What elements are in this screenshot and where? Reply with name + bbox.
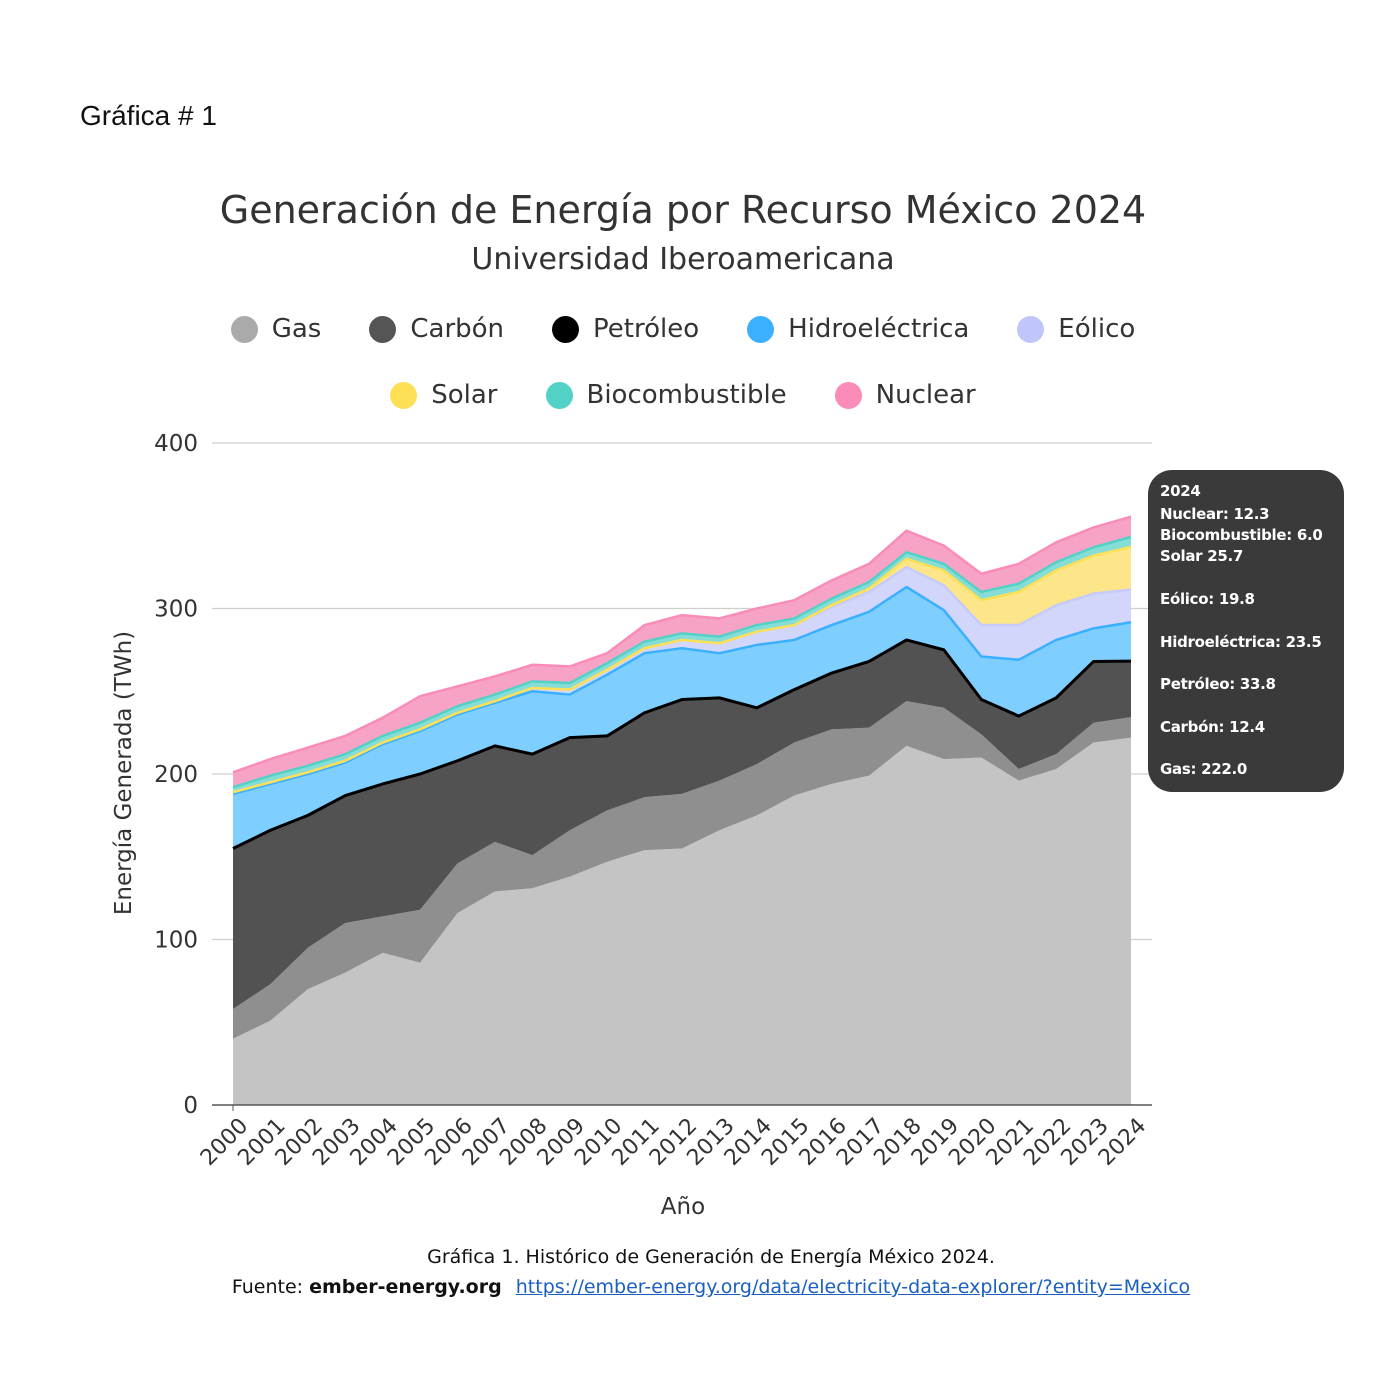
legend-item-petroleo[interactable]: Petróleo	[552, 314, 699, 344]
legend-marker-gas	[230, 315, 258, 343]
tooltip-eolico: Eólico: 19.8	[1160, 590, 1255, 608]
tooltip-petroleo: Petróleo: 33.8	[1160, 675, 1276, 693]
caption-line-1: Gráfica 1. Histórico de Generación de En…	[427, 1246, 995, 1268]
line-petroleo	[232, 638, 1132, 850]
y-tick-label: 400	[154, 431, 198, 457]
legend-item-carbon[interactable]: Carbón	[369, 314, 504, 344]
legend-marker-petroleo	[552, 315, 580, 343]
line-hidroelectrica	[232, 585, 1132, 796]
legend-label-biocombustible: Biocombustible	[586, 380, 787, 410]
legend-label-hidro: Hidroeléctrica	[788, 314, 970, 344]
tooltip-biocombustible: Biocombustible: 6.0	[1160, 526, 1323, 544]
line-biocombustible	[232, 535, 1132, 789]
chart-subtitle: Universidad Iberoamericana	[471, 242, 895, 277]
legend-label-eolico: Eólico	[1058, 314, 1136, 344]
tooltip-year: 2024	[1160, 482, 1201, 500]
area-petroleo[interactable]	[233, 639, 1131, 1010]
x-axis-title: Año	[661, 1194, 705, 1220]
y-tick-label: 100	[154, 928, 198, 954]
hover-tooltip: 2024 Nuclear: 12.3 Biocombustible: 6.0 S…	[1148, 470, 1344, 792]
legend-item-eolico[interactable]: Eólico	[1017, 314, 1135, 344]
y-tick-label: 0	[183, 1093, 198, 1119]
legend-marker-biocombustible	[545, 381, 573, 409]
legend-label-carbon: Carbón	[410, 314, 505, 344]
caption-prefix: Fuente:	[231, 1276, 304, 1298]
line-solar	[232, 545, 1132, 794]
y-tick-label: 200	[154, 762, 198, 788]
legend-marker-carbon	[369, 315, 397, 343]
legend-marker-eolico	[1017, 315, 1045, 343]
legend-marker-nuclear	[834, 381, 862, 409]
y-tick-label: 300	[154, 597, 198, 623]
caption-source: ember-energy.org	[309, 1276, 502, 1298]
chart-title: Generación de Energía por Recurso México…	[219, 188, 1147, 232]
line-nuclear	[232, 515, 1132, 774]
legend-label-nuclear: Nuclear	[875, 380, 976, 410]
legend-label-gas: Gas	[271, 314, 322, 344]
y-axis-title: Energía Generada (TWh)	[111, 631, 137, 915]
legend-row-2: Solar Biocombustible Nuclear	[0, 380, 1366, 410]
legend-row-1: Gas Carbón Petróleo Hidroeléctrica Eólic…	[0, 314, 1366, 344]
tooltip-gas: Gas: 222.0	[1160, 760, 1248, 778]
tooltip-nuclear: Nuclear: 12.3	[1160, 505, 1270, 523]
legend-item-solar[interactable]: Solar	[390, 380, 498, 410]
legend-marker-hidro	[747, 315, 775, 343]
legend-item-biocombustible[interactable]: Biocombustible	[545, 380, 787, 410]
tooltip-carbon: Carbón: 12.4	[1160, 718, 1265, 736]
caption-line-2: Fuente: ember-energy.org https://ember-e…	[0, 1276, 1400, 1298]
legend-item-nuclear[interactable]: Nuclear	[834, 380, 976, 410]
source-link[interactable]: https://ember-energy.org/data/electricit…	[515, 1276, 1191, 1298]
legend-label-petroleo: Petróleo	[593, 314, 700, 344]
legend-label-solar: Solar	[431, 380, 498, 410]
legend-marker-solar	[390, 381, 418, 409]
legend-item-gas[interactable]: Gas	[230, 314, 322, 344]
legend-item-hidro[interactable]: Hidroeléctrica	[747, 314, 969, 344]
tooltip-hidro: Hidroeléctrica: 23.5	[1160, 633, 1322, 651]
figure-label: Gráfica # 1	[80, 100, 217, 131]
stacked-areas	[232, 515, 1132, 1105]
tooltip-solar: Solar 25.7	[1160, 547, 1244, 565]
area-gas[interactable]	[233, 737, 1131, 1105]
